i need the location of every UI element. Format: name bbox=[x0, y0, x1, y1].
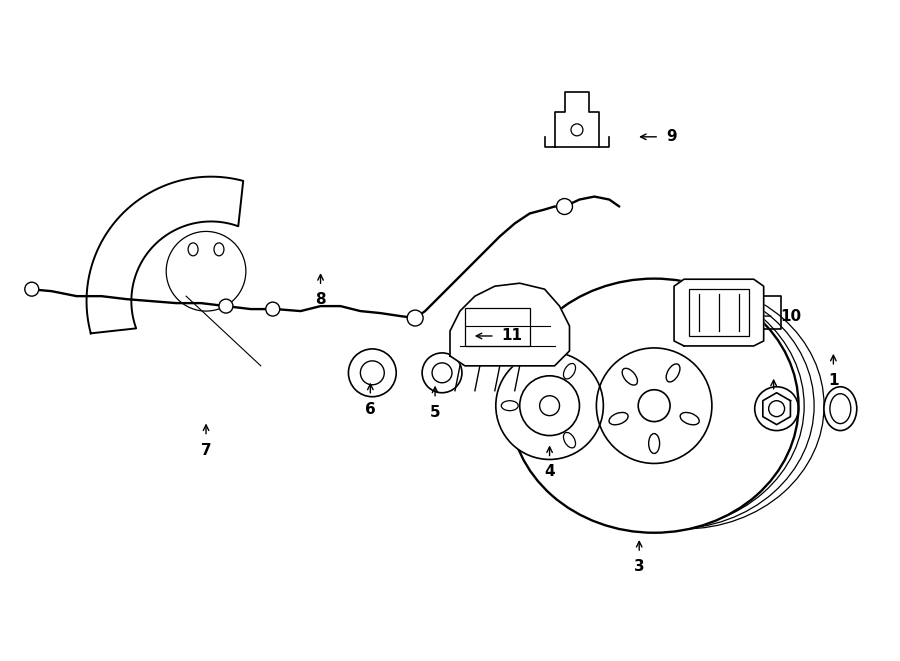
Text: 2: 2 bbox=[769, 398, 779, 412]
Text: 1: 1 bbox=[828, 373, 839, 388]
Ellipse shape bbox=[509, 279, 798, 533]
Circle shape bbox=[348, 349, 396, 397]
Text: 6: 6 bbox=[365, 402, 375, 416]
Circle shape bbox=[219, 299, 233, 313]
Text: 11: 11 bbox=[502, 329, 523, 344]
Polygon shape bbox=[674, 279, 764, 346]
Circle shape bbox=[407, 310, 423, 326]
Circle shape bbox=[571, 124, 583, 136]
Bar bbox=[465, 308, 530, 346]
Circle shape bbox=[422, 353, 462, 393]
Text: 9: 9 bbox=[666, 130, 677, 144]
Text: 10: 10 bbox=[780, 309, 802, 324]
Text: 8: 8 bbox=[315, 292, 326, 307]
Circle shape bbox=[496, 352, 603, 459]
Circle shape bbox=[266, 302, 280, 316]
Polygon shape bbox=[86, 176, 243, 333]
Polygon shape bbox=[554, 92, 599, 147]
Circle shape bbox=[556, 198, 572, 214]
Ellipse shape bbox=[824, 387, 857, 430]
Text: 7: 7 bbox=[201, 442, 212, 457]
Polygon shape bbox=[763, 393, 790, 424]
Polygon shape bbox=[450, 283, 570, 366]
Circle shape bbox=[25, 282, 39, 296]
Text: 5: 5 bbox=[430, 405, 440, 420]
Text: 3: 3 bbox=[634, 559, 644, 574]
Bar bbox=[689, 289, 749, 336]
Text: 4: 4 bbox=[544, 465, 555, 479]
